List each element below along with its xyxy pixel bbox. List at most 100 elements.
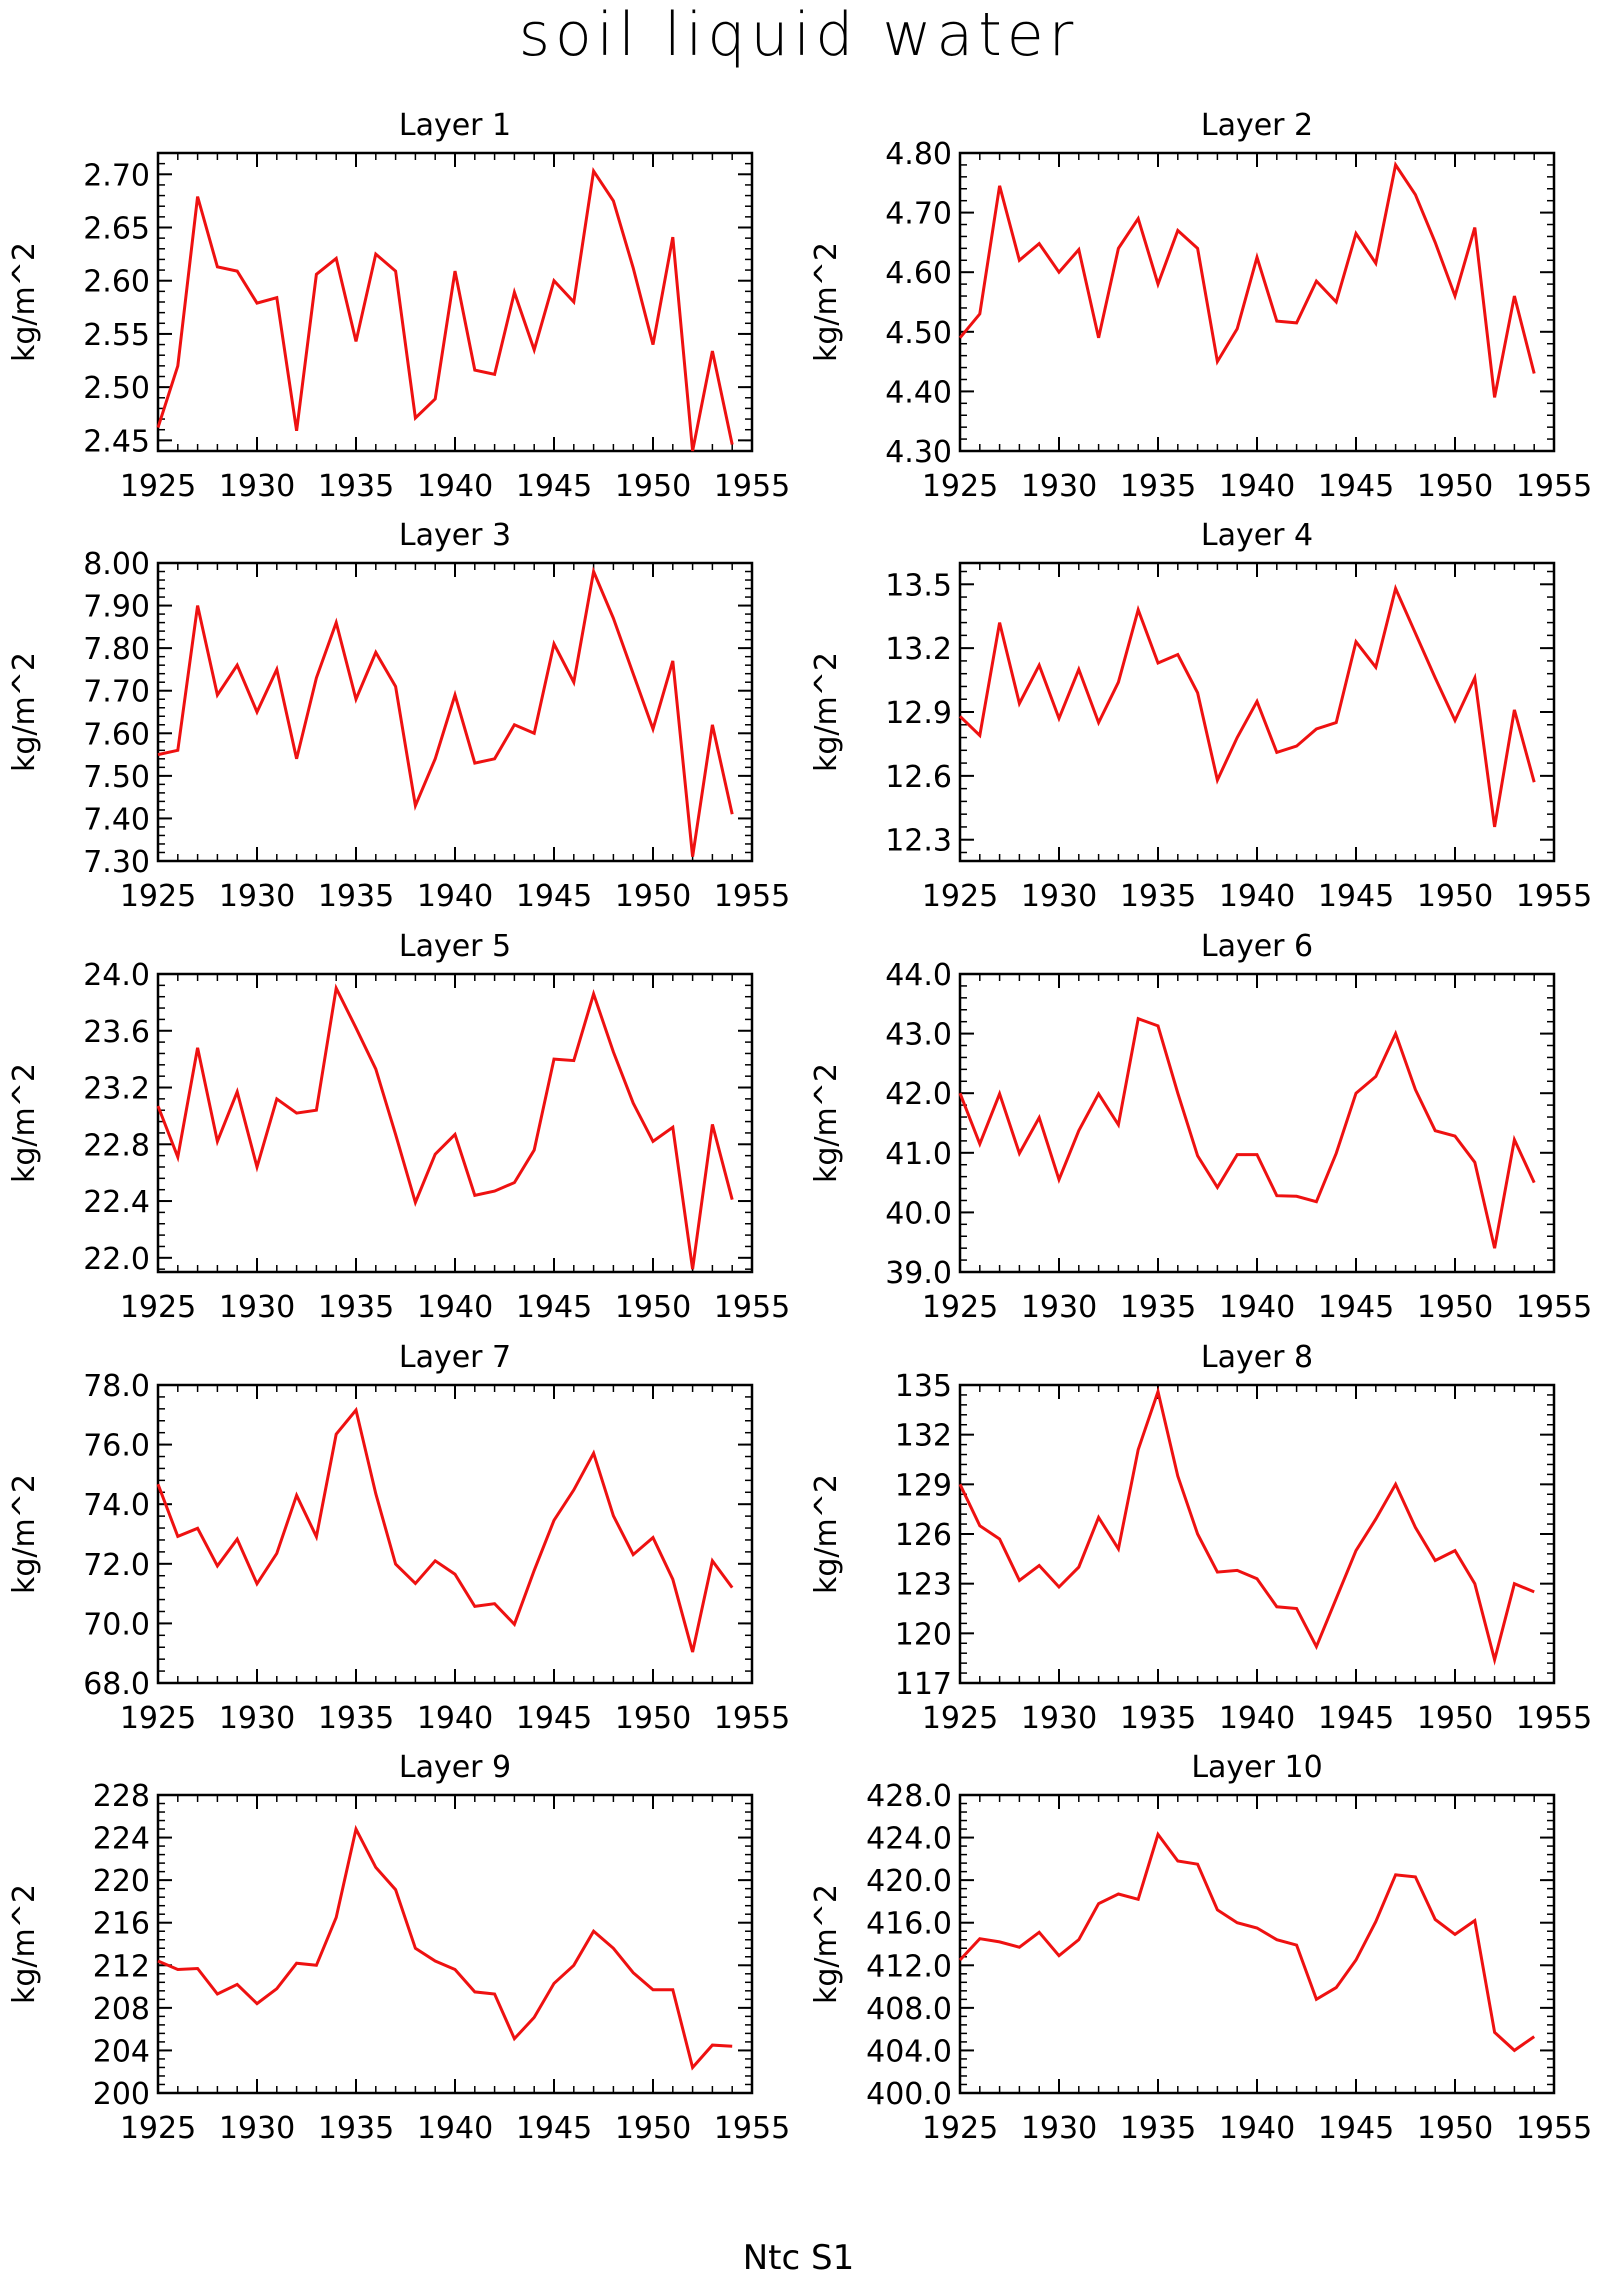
series-line xyxy=(157,566,734,857)
y-tick-label: 76.0 xyxy=(83,1429,150,1464)
y-tick-label: 70.0 xyxy=(83,1607,150,1642)
x-tick-label: 1930 xyxy=(1021,1701,1097,1736)
y-tick-label: 204 xyxy=(93,2034,150,2069)
footer-text: Ntc S1 xyxy=(742,2238,855,2278)
y-tick-label: 4.80 xyxy=(885,137,952,172)
x-tick-label: 1955 xyxy=(714,879,790,914)
y-axis-label: kg/m^2 xyxy=(809,652,844,772)
panel-title: Layer 10 xyxy=(1191,1750,1322,1785)
panel-title: Layer 4 xyxy=(1201,518,1313,553)
y-tick-label: 404.0 xyxy=(866,2034,952,2069)
y-tick-label: 220 xyxy=(93,1864,150,1899)
series-line xyxy=(156,983,734,1270)
y-tick-label: 42.0 xyxy=(885,1077,952,1112)
x-tick-label: 1935 xyxy=(1120,1290,1196,1325)
x-tick-label: 1930 xyxy=(1021,469,1097,504)
series-line xyxy=(958,1386,1535,1666)
y-tick-label: 22.4 xyxy=(83,1185,150,1220)
series-line xyxy=(156,1406,734,1653)
x-tick-label: 1950 xyxy=(1417,1290,1493,1325)
panel-title: Layer 6 xyxy=(1201,929,1313,964)
x-tick-label: 1930 xyxy=(219,879,295,914)
y-tick-label: 39.0 xyxy=(885,1256,952,1291)
x-tick-label: 1945 xyxy=(516,879,592,914)
y-tick-label: 126 xyxy=(895,1518,952,1553)
main-title: soil liquid water xyxy=(518,0,1079,70)
panel-title: Layer 2 xyxy=(1201,108,1313,143)
y-tick-label: 400.0 xyxy=(866,2077,952,2112)
x-tick-label: 1950 xyxy=(1417,879,1493,914)
x-tick-label: 1945 xyxy=(516,1701,592,1736)
x-tick-label: 1945 xyxy=(1318,1701,1394,1736)
x-tick-label: 1950 xyxy=(1417,469,1493,504)
y-tick-label: 228 xyxy=(93,1779,150,1814)
series-line xyxy=(157,1824,733,2071)
y-tick-label: 4.50 xyxy=(885,316,952,351)
y-tick-label: 22.8 xyxy=(83,1128,150,1163)
x-tick-label: 1925 xyxy=(922,879,998,914)
x-tick-label: 1945 xyxy=(1318,469,1394,504)
x-tick-label: 1925 xyxy=(922,2111,998,2146)
y-tick-label: 24.0 xyxy=(83,958,150,993)
y-tick-label: 23.6 xyxy=(83,1015,150,1050)
chart-panel-layer-9: Layer 9 kg/m^2 1925 1930 1935 1940 1945 1950 195… xyxy=(7,1750,790,2146)
y-tick-label: 40.0 xyxy=(885,1196,952,1231)
series-line xyxy=(958,1016,1536,1249)
chart-panel-layer-10: Layer 10 kg/m^2 1925 1930 1935 1940 1945 1950 19… xyxy=(809,1750,1592,2146)
y-axis-label: kg/m^2 xyxy=(7,1063,42,1183)
x-tick-label: 1955 xyxy=(1516,2111,1592,2146)
y-tick-label: 4.30 xyxy=(885,435,952,470)
y-tick-label: 428.0 xyxy=(866,1779,952,1814)
x-tick-label: 1925 xyxy=(120,1290,196,1325)
y-tick-label: 7.80 xyxy=(83,632,150,667)
y-tick-label: 74.0 xyxy=(83,1488,150,1523)
x-tick-label: 1940 xyxy=(417,2111,493,2146)
y-tick-label: 224 xyxy=(93,1822,150,1857)
y-tick-label: 4.70 xyxy=(885,197,952,232)
plot-frame xyxy=(156,972,754,1274)
x-tick-label: 1935 xyxy=(1120,2111,1196,2146)
x-tick-label: 1925 xyxy=(120,1701,196,1736)
chart-panel-layer-8: Layer 8 kg/m^2 1925 1930 1935 1940 1945 1950 195… xyxy=(809,1340,1592,1736)
y-tick-label: 44.0 xyxy=(885,958,952,993)
y-axis-label: kg/m^2 xyxy=(7,652,42,772)
x-tick-label: 1935 xyxy=(318,2111,394,2146)
x-tick-label: 1955 xyxy=(1516,1290,1592,1325)
y-tick-label: 117 xyxy=(895,1667,952,1702)
chart-panel-layer-5: Layer 5 kg/m^2 1925 1930 1935 1940 1945 1950 195… xyxy=(7,929,790,1325)
y-tick-label: 78.0 xyxy=(83,1369,150,1404)
y-tick-label: 12.3 xyxy=(885,824,952,859)
y-tick-label: 7.90 xyxy=(83,590,150,625)
x-tick-label: 1940 xyxy=(417,879,493,914)
x-tick-label: 1925 xyxy=(922,1701,998,1736)
y-tick-label: 43.0 xyxy=(885,1018,952,1053)
plot-frame xyxy=(958,1383,1556,1685)
y-axis-label: kg/m^2 xyxy=(809,1474,844,1594)
x-tick-label: 1950 xyxy=(615,2111,691,2146)
x-tick-label: 1950 xyxy=(615,1290,691,1325)
x-tick-label: 1925 xyxy=(120,879,196,914)
y-tick-label: 2.55 xyxy=(83,318,150,353)
y-tick-label: 132 xyxy=(895,1419,952,1454)
panel-title: Layer 9 xyxy=(399,1750,511,1785)
y-tick-label: 13.5 xyxy=(885,568,952,603)
x-tick-label: 1935 xyxy=(1120,1701,1196,1736)
series-line xyxy=(958,1831,1536,2053)
y-axis-label: kg/m^2 xyxy=(809,242,844,362)
plot-frame xyxy=(156,1383,754,1685)
y-tick-label: 12.6 xyxy=(885,760,952,795)
x-tick-label: 1940 xyxy=(1219,2111,1295,2146)
x-tick-label: 1935 xyxy=(1120,879,1196,914)
x-tick-label: 1925 xyxy=(922,469,998,504)
panel-title: Layer 1 xyxy=(399,108,511,143)
y-tick-label: 135 xyxy=(895,1369,952,1404)
y-tick-label: 424.0 xyxy=(866,1822,952,1857)
x-tick-label: 1940 xyxy=(417,469,493,504)
y-tick-label: 68.0 xyxy=(83,1667,150,1702)
y-tick-label: 2.70 xyxy=(83,158,150,193)
y-tick-label: 123 xyxy=(895,1568,952,1603)
series-line xyxy=(156,167,734,452)
x-tick-label: 1935 xyxy=(318,469,394,504)
x-tick-label: 1950 xyxy=(1417,2111,1493,2146)
y-tick-label: 120 xyxy=(895,1617,952,1652)
